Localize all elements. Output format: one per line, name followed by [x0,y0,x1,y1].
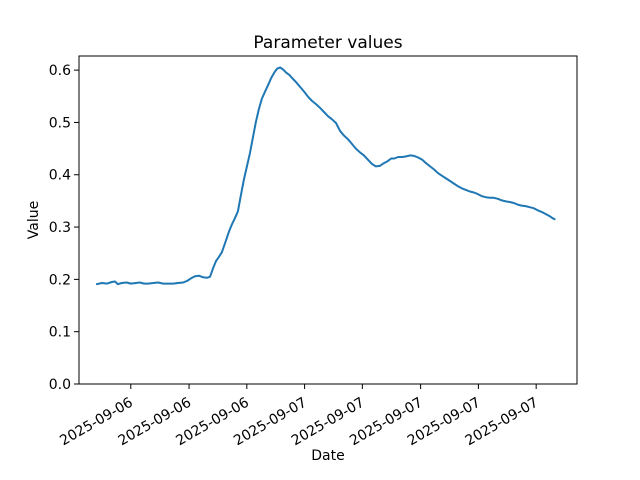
y-tick-label: 0.4 [49,168,71,184]
series-line [95,66,556,286]
y-tick-label: 0.3 [49,220,71,236]
x-axis-label: Date [311,448,344,464]
y-tick-label: 0.6 [49,63,71,79]
y-tick-label: 0.0 [49,377,71,393]
y-axis-label: Value [26,201,42,239]
y-tick-label: 0.1 [49,325,71,341]
y-tick-label: 0.2 [49,272,71,288]
y-tick-label: 0.5 [49,115,71,131]
chart-title: Parameter values [253,33,402,53]
x-axis: 2025-09-062025-09-062025-09-062025-09-07… [57,384,541,449]
plot-area [78,55,578,385]
y-axis: 0.0 0.1 0.2 0.3 0.4 0.5 0.6 [49,63,79,393]
